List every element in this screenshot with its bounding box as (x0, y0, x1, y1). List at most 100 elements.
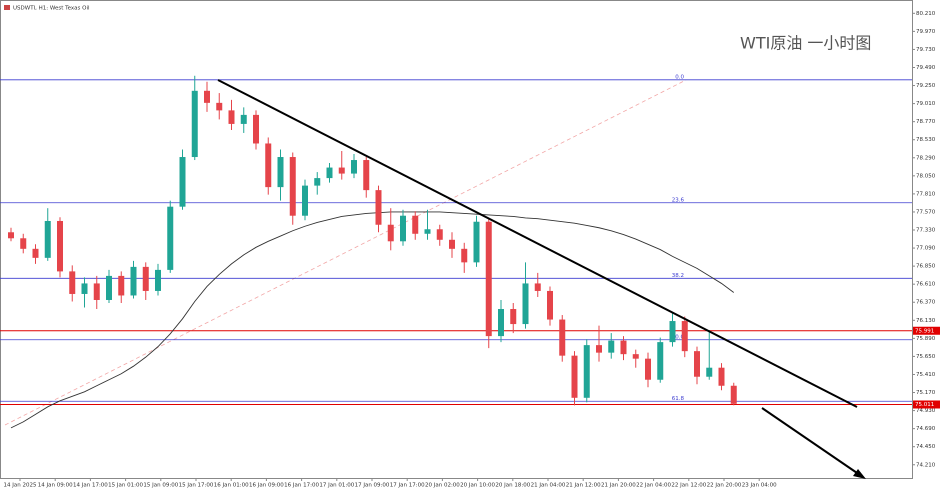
y-tick-label: 75.410 (916, 372, 936, 378)
y-tick-label: 74.930 (916, 408, 936, 414)
x-tick-label: 15 Jan 17:00 (179, 483, 214, 489)
candle-body (559, 319, 566, 356)
candle-body (228, 110, 235, 124)
candle-body (608, 340, 615, 353)
candle-body (326, 167, 333, 179)
y-tick-label: 74.210 (916, 462, 936, 468)
candle-body (81, 283, 88, 294)
x-tick-label: 21 Jan 12:00 (566, 483, 601, 489)
candle-body (657, 342, 664, 380)
candle-body (130, 266, 137, 296)
x-tick-label: 15 Jan 09:00 (143, 483, 178, 489)
candle-body (314, 178, 321, 186)
chart-title: USDWTI, H1: West Texas Oil (13, 6, 90, 12)
candle-body (449, 239, 455, 249)
y-tick-label: 76.610 (916, 282, 936, 288)
x-tick-label: 17 Jan 17:00 (390, 483, 425, 489)
candle-body (718, 367, 725, 386)
fib-label: 38.2 (672, 273, 684, 279)
candle-body (8, 232, 14, 239)
x-tick-label: 22 Jan 12:00 (671, 483, 706, 489)
fib-label: 23.6 (672, 197, 685, 203)
candle-body (681, 321, 688, 352)
candle-body (498, 309, 504, 337)
candle-body (265, 143, 272, 188)
candle-body (412, 215, 419, 234)
candle-body (669, 321, 676, 343)
x-tick-label: 15 Jan 01:00 (108, 483, 143, 489)
x-tick-label: 14 Jan 09:00 (38, 483, 73, 489)
candle-body (253, 114, 259, 144)
x-tick-label: 14 Jan 2025 (4, 483, 37, 489)
y-tick-label: 74.690 (916, 426, 936, 432)
moving-average (10, 211, 735, 429)
candle-body (534, 283, 541, 291)
y-tick-label: 80.210 (916, 11, 936, 17)
symbol-icon (4, 5, 10, 10)
candle-body (547, 290, 553, 320)
candle-body (620, 340, 627, 355)
candle-body (93, 283, 100, 300)
x-tick-label: 14 Jan 17:00 (73, 483, 108, 489)
y-tick-label: 78.050 (916, 173, 936, 179)
fib-label: 61.8 (672, 396, 685, 402)
x-tick-label: 16 Jan 09:00 (249, 483, 284, 489)
candle-body (204, 90, 210, 103)
y-tick-label: 77.090 (916, 246, 936, 252)
fib-label: 0.0 (675, 74, 684, 80)
marks: 0.0 23.6 38.2 50.0 61.8 (0, 74, 912, 429)
fib-diagonal (4, 79, 687, 426)
candle-body (302, 185, 308, 216)
y-tick-label: 78.770 (916, 119, 936, 125)
candle-body (155, 269, 161, 291)
x-tick-label: 23 Jan 04:00 (742, 483, 777, 489)
y-tick-label: 76.130 (916, 318, 936, 324)
candle-body (167, 206, 174, 270)
candle-body (706, 367, 713, 377)
candle-body (645, 358, 651, 380)
fib-label: 50.0 (672, 334, 685, 340)
y-tick-label: 79.730 (916, 47, 936, 53)
candle-body (485, 221, 492, 337)
candle-body (57, 220, 63, 272)
candle-body (118, 275, 125, 296)
candle-body (461, 248, 468, 263)
y-tick-label: 76.370 (916, 300, 936, 306)
arrow (761, 407, 861, 476)
y-tick-label: 79.490 (916, 65, 936, 71)
y-tick-label: 77.810 (916, 191, 936, 197)
x-tick-label: 21 Jan 20:00 (601, 483, 636, 489)
candle-body (424, 229, 431, 234)
y-tick-label: 75.890 (916, 336, 936, 342)
price-tag (913, 326, 940, 335)
candle-body (32, 248, 39, 258)
candle-body (730, 385, 737, 404)
candle-body (69, 271, 76, 294)
y-tick-label: 76.850 (916, 264, 936, 270)
candle-body (363, 160, 370, 191)
candle-body (583, 345, 590, 398)
x-tick-label: 16 Jan 17:00 (284, 483, 319, 489)
x-tick-label: 20 Jan 10:00 (460, 483, 495, 489)
candle-body (473, 221, 480, 263)
candle-body (400, 215, 406, 242)
candle-body (387, 224, 394, 242)
y-tick-label: 79.010 (916, 101, 936, 107)
price-tag (913, 400, 940, 409)
candle-body (179, 157, 186, 207)
candle-body (216, 102, 223, 111)
candle-body (351, 160, 357, 174)
x-tick-label: 21 Jan 04:00 (531, 483, 566, 489)
x-tick-label: 17 Jan 01:00 (319, 483, 354, 489)
candle-body (240, 114, 247, 124)
y-tick-label: 78.530 (916, 137, 936, 143)
candle-body (571, 355, 578, 398)
candle-body (338, 167, 345, 174)
candle-body (106, 275, 112, 300)
candle-body (375, 190, 382, 225)
price-tag-label: 75.011 (915, 402, 934, 408)
y-tick-label: 77.330 (916, 228, 936, 234)
candle-body (277, 157, 284, 188)
x-tick-label: 20 Jan 02:00 (425, 483, 460, 489)
candle-body (522, 283, 529, 325)
